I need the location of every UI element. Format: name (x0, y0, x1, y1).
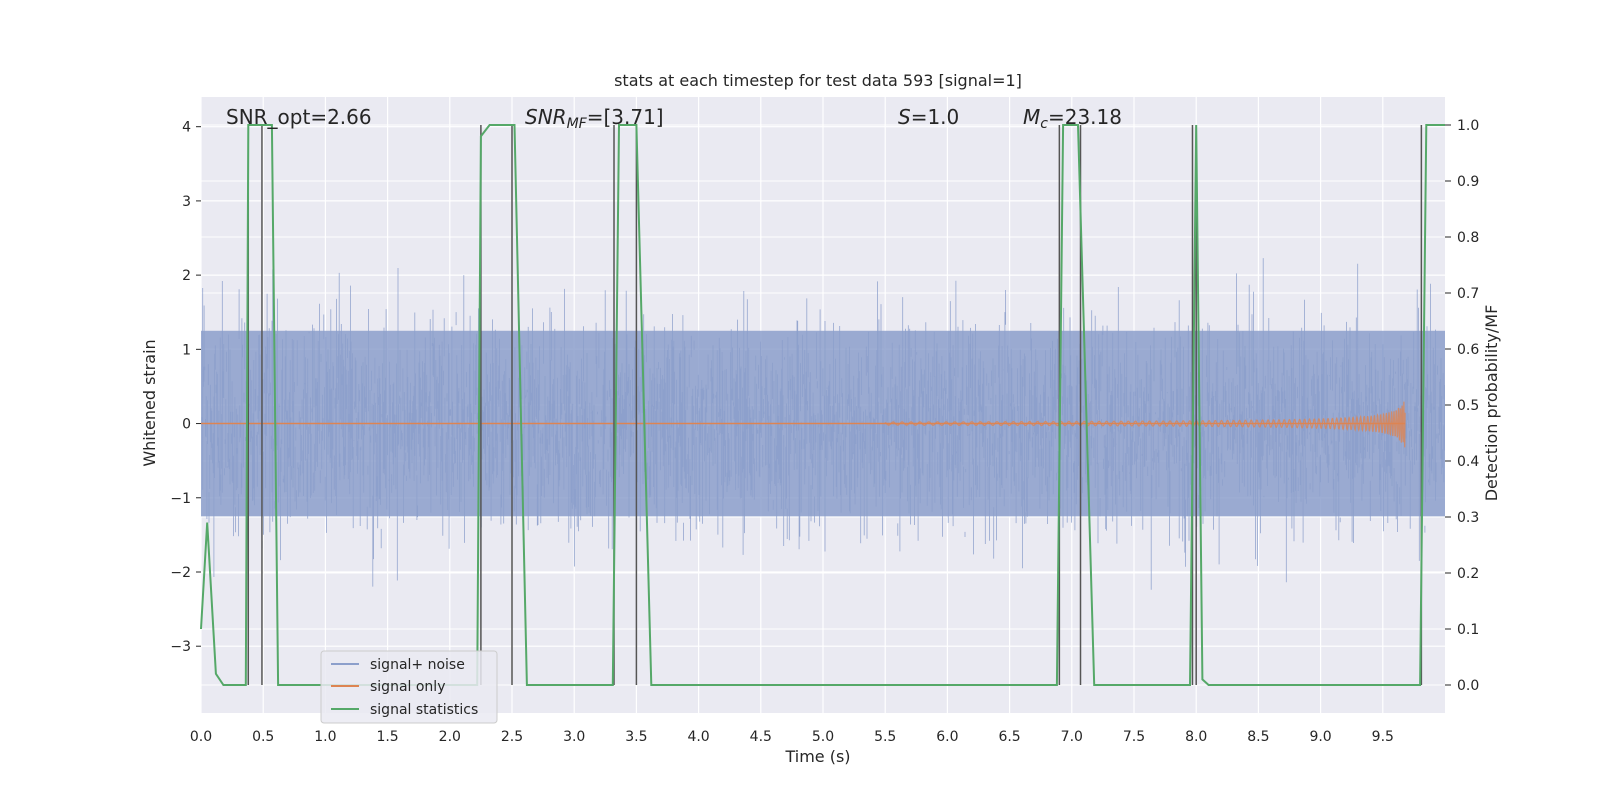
y-right-axis-ticks: 1.0 0.9 0.8 0.7 0.6 0.5 0.4 0.3 0.2 0.1 0.0 (1445, 118, 1479, 694)
x-tick-label: 6.0 (936, 729, 958, 745)
x-tick-label: 3.0 (563, 729, 585, 745)
x-tick-label: 9.5 (1372, 729, 1394, 745)
x-tick-label: 8.5 (1247, 729, 1269, 745)
x-tick-label: 0.0 (190, 729, 212, 745)
x-tick-label: 2.0 (439, 729, 461, 745)
legend: signal+ noise signal only signal statist… (320, 650, 498, 724)
signal-only-chirp (884, 401, 1406, 448)
annotation-mc: Mc=23.18 (1023, 105, 1122, 132)
y-right-tick-label: 0.7 (1457, 286, 1479, 302)
y-left-tick-label: −1 (170, 491, 191, 507)
x-tick-label: 7.0 (1061, 729, 1083, 745)
annotation-s: S=1.0 (898, 105, 959, 129)
x-tick-label: 4.0 (687, 729, 709, 745)
y-right-tick-label: 0.2 (1457, 566, 1479, 582)
y-right-tick-label: 0.4 (1457, 454, 1479, 470)
x-tick-label: 8.0 (1185, 729, 1207, 745)
legend-box (320, 650, 498, 724)
x-tick-label: 0.5 (252, 729, 274, 745)
x-tick-label: 2.5 (501, 729, 523, 745)
x-axis-ticks: 0.0 0.5 1.0 1.5 2.0 2.5 3.0 3.5 4.0 4.5 5.0 5.5 6.0 6… (190, 729, 1394, 745)
x-tick-label: 9.0 (1309, 729, 1331, 745)
x-tick-label: 1.0 (314, 729, 336, 745)
y-right-tick-label: 0.6 (1457, 342, 1479, 358)
y-right-tick-label: 0.8 (1457, 230, 1479, 246)
y-right-tick-label: 0.3 (1457, 510, 1479, 526)
legend-entry-stats: signal statistics (370, 702, 478, 718)
y-left-tick-label: 4 (182, 120, 191, 136)
y-right-axis-label: Detection probability/MF (1482, 305, 1501, 502)
x-tick-label: 5.5 (874, 729, 896, 745)
chart-title: stats at each timestep for test data 593… (614, 71, 1022, 90)
y-left-tick-label: 0 (182, 417, 191, 433)
x-tick-label: 3.5 (625, 729, 647, 745)
y-left-tick-label: −3 (170, 639, 191, 655)
y-right-tick-label: 1.0 (1457, 118, 1479, 134)
x-tick-label: 6.5 (998, 729, 1020, 745)
legend-entry-noise: signal+ noise (370, 657, 465, 673)
y-left-axis-ticks: 4 3 2 1 0 −1 −2 −3 (170, 120, 201, 655)
y-left-tick-label: 2 (182, 268, 191, 284)
y-left-tick-label: 3 (182, 194, 191, 210)
annotation-snr-opt: SNR_opt=2.66 (226, 105, 372, 129)
signal-statistics-series (200, 124, 1445, 686)
x-tick-label: 4.5 (750, 729, 772, 745)
x-tick-label: 5.0 (812, 729, 834, 745)
y-right-tick-label: 0.9 (1457, 174, 1479, 190)
y-left-tick-label: 1 (182, 342, 191, 358)
y-left-tick-label: −2 (170, 565, 191, 581)
y-right-tick-label: 0.1 (1457, 622, 1479, 638)
y-left-axis-label: Whitened strain (140, 339, 159, 466)
y-right-tick-label: 0.5 (1457, 398, 1479, 414)
x-tick-label: 1.5 (376, 729, 398, 745)
legend-entry-signal: signal only (370, 679, 445, 695)
y-right-tick-label: 0.0 (1457, 678, 1479, 694)
x-axis-label: Time (s) (784, 747, 850, 766)
x-tick-label: 7.5 (1123, 729, 1145, 745)
annotation-snr-mf: SNRMF=[3.71] (525, 105, 664, 132)
